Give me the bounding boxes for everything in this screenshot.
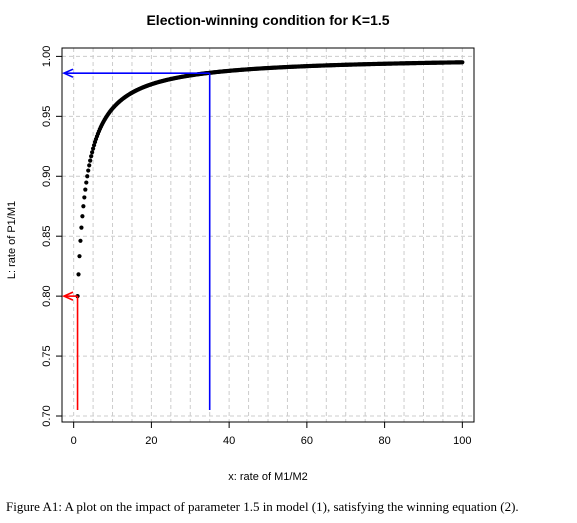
y-tick-label: 0.75 [41, 345, 53, 366]
y-tick-label: 1.00 [41, 46, 53, 67]
series-points [75, 60, 465, 299]
x-tick-label: 100 [453, 435, 471, 447]
y-tick-label: 0.70 [41, 405, 53, 426]
data-point [80, 214, 85, 219]
axes: 0 20 40 60 80 100 0.70 0.75 0.80 0.85 0.90 0.95 1.00 [41, 46, 475, 447]
data-point [85, 174, 90, 179]
data-point [91, 143, 97, 148]
y-axis-label: L: rate of P1/M1 [6, 201, 18, 279]
x-tick-label: 80 [378, 435, 390, 447]
data-point [84, 180, 89, 185]
grid [62, 48, 474, 422]
data-point [78, 238, 83, 243]
data-point [89, 154, 94, 159]
annotations [62, 68, 211, 410]
data-point [90, 150, 95, 155]
y-tick-label: 0.80 [41, 285, 53, 306]
data-point [88, 158, 93, 163]
data-point [76, 272, 81, 277]
data-point [460, 60, 465, 65]
plot-frame [61, 47, 475, 423]
x-axis-label: x: rate of M1/M2 [228, 471, 307, 483]
annotation-arrow-head [62, 68, 74, 78]
data-point [81, 204, 86, 209]
data-point [90, 146, 96, 151]
y-tick-label: 0.90 [41, 166, 53, 187]
x-tick-label: 0 [71, 435, 77, 447]
x-tick-label: 20 [145, 435, 157, 447]
data-point [83, 187, 88, 192]
data-point [86, 168, 91, 173]
chart-title: Election-winning condition for K=1.5 [146, 12, 389, 28]
figure-caption: Figure A1: A plot on the impact of param… [6, 499, 519, 514]
data-point [79, 225, 84, 230]
x-tick-label: 60 [301, 435, 313, 447]
y-tick-label: 0.85 [41, 225, 53, 246]
y-tick-label: 0.95 [41, 106, 53, 127]
x-tick-label: 40 [223, 435, 235, 447]
annotation-arrow-head [62, 291, 74, 301]
data-point [82, 195, 87, 200]
data-point [77, 254, 82, 259]
data-point [87, 163, 92, 168]
